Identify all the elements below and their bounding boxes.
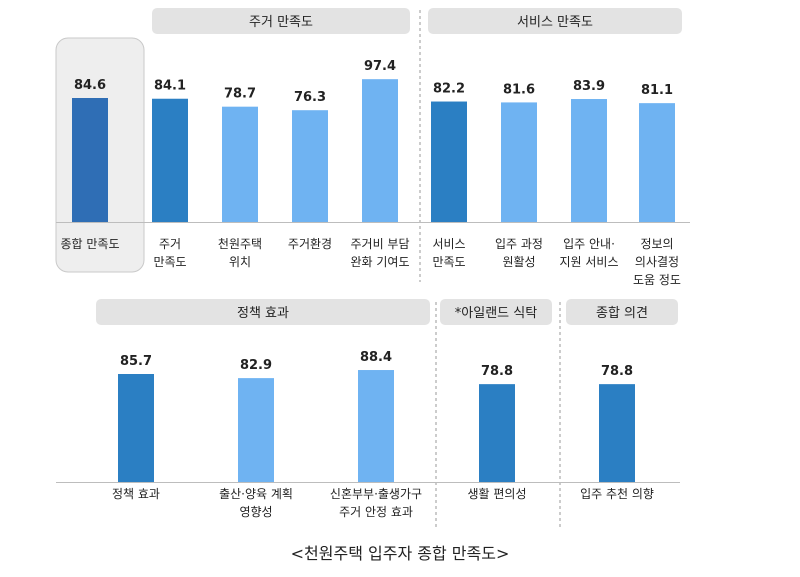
category-label: 출산·양육 계획 [219, 487, 293, 501]
category-label: 주거 안정 효과 [339, 505, 413, 519]
bar-value-label: 85.7 [120, 354, 152, 369]
category-label: 정보의 [640, 237, 673, 251]
bar [431, 101, 467, 222]
bar [599, 384, 635, 482]
group-header-label: 정책 효과 [237, 306, 289, 321]
bar [238, 378, 274, 482]
bar [292, 110, 328, 222]
category-label: 정책 효과 [112, 486, 160, 501]
category-label: 주거환경 [288, 237, 332, 251]
category-label: 만족도 [432, 255, 465, 269]
bar-value-label: 84.6 [74, 78, 106, 93]
bar-value-label: 84.1 [154, 79, 186, 94]
category-label: 서비스 [432, 237, 465, 251]
bar-value-label: 97.4 [364, 59, 396, 74]
category-label: 의사결정 [635, 255, 679, 269]
bar-value-label: 83.9 [573, 79, 605, 94]
bar-value-label: 78.8 [481, 364, 513, 379]
category-label: 만족도 [153, 255, 186, 269]
bar [479, 384, 515, 482]
bar-value-label: 78.7 [224, 87, 256, 102]
bar [358, 370, 394, 482]
group-header-box [440, 299, 552, 325]
group-header-label: *아일랜드 식탁 [455, 306, 537, 321]
category-label: 신혼부부·출생가구 [330, 487, 422, 501]
bar [152, 98, 188, 222]
category-label: 주거비 부담 [350, 237, 409, 251]
category-label: 입주 추천 의향 [580, 486, 654, 501]
bar-value-label: 78.8 [601, 364, 633, 379]
group-header-label: 종합 의견 [596, 306, 648, 321]
group-header-box [428, 8, 682, 34]
category-label: 생활 편의성 [467, 487, 526, 501]
group-header-label: 주거 만족도 [249, 15, 313, 30]
category-label: 입주 과정 [495, 237, 543, 251]
bar [571, 99, 607, 222]
category-label: 영향성 [239, 505, 272, 519]
group-header-label: 서비스 만족도 [517, 15, 593, 30]
category-label: 원활성 [502, 255, 535, 269]
category-label: 도움 정도 [633, 273, 681, 287]
bar [639, 103, 675, 222]
category-label: 지원 서비스 [559, 255, 618, 269]
bar-value-label: 76.3 [294, 90, 326, 105]
bar-value-label: 81.6 [503, 82, 535, 97]
group-header-box [566, 299, 678, 325]
chart-caption: <천원주택 입주자 종합 만족도> [290, 544, 510, 563]
bar [501, 102, 537, 222]
category-label: 주거 [159, 237, 181, 251]
category-label: 종합 만족도 [60, 237, 119, 251]
group-header-box [96, 299, 430, 325]
bar-value-label: 82.2 [433, 82, 465, 97]
bar [118, 374, 154, 482]
bar [222, 106, 258, 222]
category-label: 천원주택 [218, 236, 262, 251]
category-label: 입주 안내· [563, 237, 615, 251]
bar-value-label: 82.9 [240, 358, 272, 373]
bar-value-label: 88.4 [360, 350, 392, 365]
bar [72, 98, 108, 222]
group-header-box [152, 8, 410, 34]
bar-value-label: 81.1 [641, 83, 673, 98]
category-label: 완화 기여도 [350, 255, 409, 269]
category-label: 위치 [229, 255, 251, 269]
bar [362, 79, 398, 223]
